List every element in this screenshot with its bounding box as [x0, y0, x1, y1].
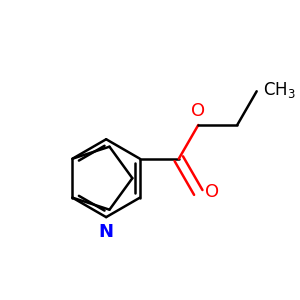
- Text: O: O: [191, 102, 205, 120]
- Text: N: N: [99, 223, 114, 241]
- Text: O: O: [205, 183, 219, 201]
- Text: CH$_3$: CH$_3$: [263, 80, 296, 100]
